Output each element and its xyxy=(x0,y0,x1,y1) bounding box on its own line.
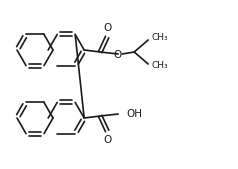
Text: O: O xyxy=(104,135,112,145)
Text: CH₃: CH₃ xyxy=(151,62,168,70)
Text: CH₃: CH₃ xyxy=(151,33,168,42)
Text: OH: OH xyxy=(126,109,142,119)
Text: O: O xyxy=(104,23,112,33)
Text: O: O xyxy=(113,50,121,60)
